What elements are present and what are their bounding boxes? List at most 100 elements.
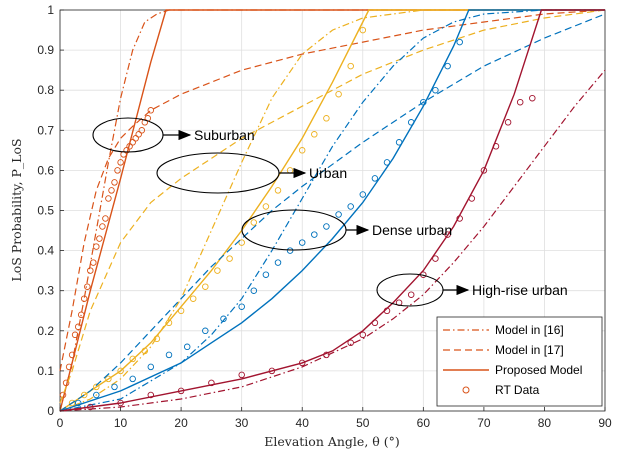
suburban-rt-point [132, 135, 139, 142]
suburban-rt-point [87, 267, 94, 274]
dense-urban-rt-point [371, 175, 379, 182]
urban-rt-point [226, 255, 233, 262]
urban-rt-point [177, 307, 185, 315]
legend-label-proposed-model: Proposed Model [495, 363, 582, 377]
urban-rt-point [68, 399, 76, 407]
dense-urban-rt-point [250, 287, 258, 294]
dense-urban-rt-point [420, 98, 427, 106]
x-tick-label: 20 [174, 416, 188, 430]
dense-urban-rt-point [74, 399, 82, 407]
high-rise-urban-rt-point [492, 143, 500, 150]
suburban-rt-point [111, 179, 118, 186]
urban-rt-point [189, 295, 197, 302]
urban-rt-point [202, 283, 209, 290]
high-rise-urban-annotation-label: High-rise urban [472, 282, 568, 298]
urban-rt-point [250, 219, 258, 226]
x-tick-label: 40 [296, 416, 310, 430]
y-tick-label: 0.4 [37, 244, 54, 258]
high-rise-urban-rt-point [456, 215, 463, 222]
chart-series [59, 9, 606, 412]
high-rise-urban-rt-point [147, 391, 155, 399]
high-rise-urban-rt-point [208, 379, 215, 387]
suburban-rt-point [117, 159, 124, 166]
high-rise-urban-rt-point [468, 195, 476, 202]
high-rise-urban-rt-point [480, 167, 488, 174]
urban-rt-point [238, 239, 245, 246]
high-rise-urban-rt-point [504, 119, 512, 126]
high-rise-urban-rt-point [177, 387, 185, 395]
urban-model16-line [59, 9, 605, 412]
legend-label-rt-data: RT Data [495, 383, 540, 397]
y-tick-label: 0.2 [37, 324, 54, 338]
urban-rt-point [262, 203, 270, 210]
urban-rt-point [153, 335, 161, 343]
suburban-rt-point [99, 223, 106, 230]
high-rise-urban-rt-point [117, 399, 124, 407]
y-tick-label: 0.1 [37, 364, 54, 378]
suburban-rt-point [80, 295, 88, 302]
suburban-rt-point [65, 363, 73, 371]
dense-urban-proposed-line [59, 9, 605, 412]
urban-proposed-line [59, 9, 605, 412]
high-rise-urban-rt-point [383, 307, 391, 315]
urban-rt-point [347, 62, 354, 70]
dense-urban-rt-point [262, 271, 270, 278]
urban-rt-point [335, 90, 342, 98]
x-tick-label: 90 [598, 416, 612, 430]
axis-ticks: 0 10 20 30 40 50 60 70 80 90 0 0.1 0.2 0.3 0.4 0.5 0.6 0.… [37, 3, 612, 430]
suburban-annotation-ellipse [92, 117, 164, 153]
high-rise-urban-annotation-ellipse [376, 273, 444, 307]
x-axis-label: Elevation Angle, θ (°) [264, 434, 400, 449]
high-rise-urban-rt-point [371, 319, 379, 327]
y-tick-label: 0.8 [37, 83, 54, 97]
dense-urban-rt-point [165, 351, 173, 359]
dense-urban-rt-point [359, 191, 367, 198]
suburban-rt-point [84, 283, 91, 290]
urban-rt-point [323, 115, 330, 122]
suburban-rt-point [71, 331, 79, 339]
high-rise-urban-proposed-line [59, 9, 605, 412]
urban-rt-point [298, 147, 306, 154]
legend-label-model-17: Model in [17] [495, 343, 564, 357]
y-tick-label: 0 [47, 404, 54, 418]
y-axis-label: LoS Probability, P_LoS [9, 138, 24, 281]
dense-urban-rt-point [286, 247, 294, 254]
dense-urban-rt-point [298, 239, 306, 246]
dense-urban-annotation-ellipse [241, 209, 347, 251]
y-tick-label: 0.7 [37, 123, 54, 137]
urban-rt-point [117, 367, 124, 375]
dense-urban-rt-point [93, 391, 100, 399]
urban-rt-point [105, 375, 112, 383]
dense-urban-rt-point [323, 223, 330, 230]
x-tick-label: 60 [417, 416, 431, 430]
x-tick-label: 10 [114, 416, 128, 430]
suburban-rt-point [77, 311, 85, 319]
legend-box [436, 316, 603, 407]
urban-rt-point [93, 383, 100, 391]
urban-rt-point [359, 26, 367, 34]
suburban-rt-point [68, 351, 76, 359]
dense-urban-rt-point [407, 119, 415, 126]
high-rise-urban-rt-point [529, 94, 536, 102]
dense-urban-rt-point [202, 327, 209, 335]
high-rise-urban-rt-point [407, 291, 415, 298]
x-tick-label: 30 [235, 416, 249, 430]
high-rise-urban-rt-point [347, 339, 354, 347]
dense-urban-rt-point [335, 211, 342, 218]
x-tick-label: 70 [477, 416, 491, 430]
urban-annotation-label: Urban [309, 165, 347, 181]
dense-urban-rt-point [129, 375, 136, 383]
legend-label-model-16: Model in [16] [495, 323, 564, 337]
suburban-rt-point [126, 143, 133, 150]
suburban-rt-point [93, 243, 100, 250]
high-rise-urban-rt-point [268, 367, 276, 375]
dense-urban-rt-point [383, 159, 391, 166]
urban-rt-point [165, 319, 173, 327]
x-tick-label: 50 [356, 416, 370, 430]
x-tick-label: 0 [57, 416, 64, 430]
urban-rt-point [141, 347, 149, 355]
dense-urban-rt-point [395, 139, 403, 146]
chart-annotations: Suburban Urban Dense urban High-rise urban [92, 117, 568, 307]
suburban-rt-point [96, 235, 103, 242]
